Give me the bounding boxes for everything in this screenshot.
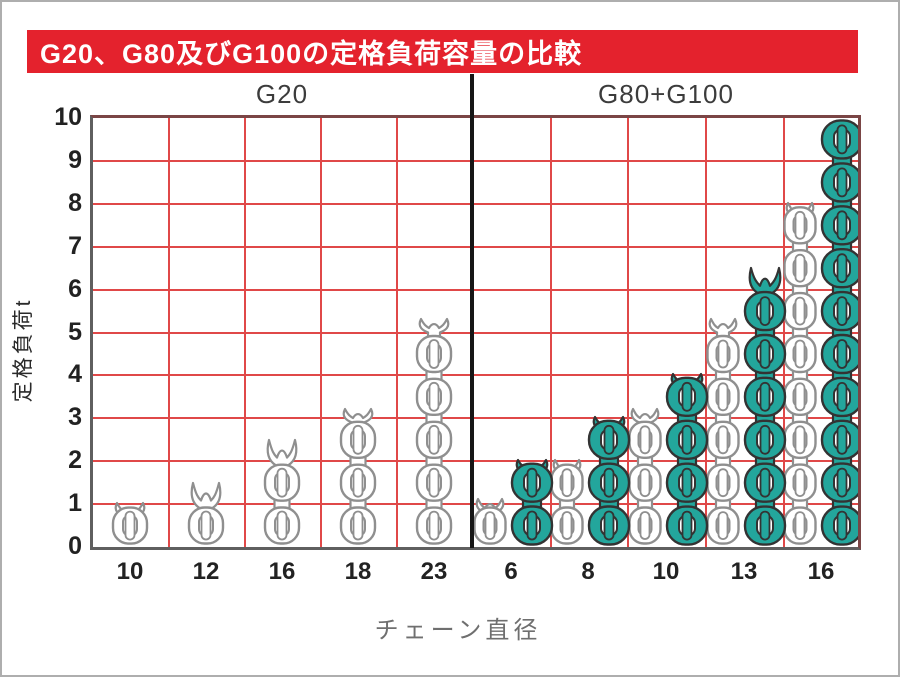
chain-bar-G80-10mm <box>624 404 666 547</box>
gridline-vertical <box>168 118 170 547</box>
x-tick-label-G20-10: 10 <box>116 558 144 585</box>
gridline-horizontal <box>93 246 858 248</box>
chain-bar-G100-10mm <box>663 369 711 547</box>
gridline-horizontal <box>93 374 858 376</box>
x-axis-title: チェーン直径 <box>374 617 542 644</box>
y-tick-label-0: 0 <box>68 532 82 560</box>
gridline-vertical <box>550 118 552 547</box>
chain-bar-G20-16mm <box>259 434 305 547</box>
chain-bar-G100-13mm <box>741 262 789 547</box>
y-tick-label-3: 3 <box>68 403 82 431</box>
x-tick-label-G20-12: 12 <box>192 558 220 585</box>
gridline-vertical <box>783 118 785 547</box>
gridline-vertical <box>396 118 398 547</box>
gridline-horizontal <box>93 417 858 419</box>
gridline-horizontal <box>93 460 858 462</box>
gridline-horizontal <box>93 289 858 291</box>
y-tick-label-7: 7 <box>68 232 82 260</box>
y-tick-label-10: 10 <box>54 103 82 131</box>
chain-bar-G100-16mm <box>818 118 858 547</box>
x-tick-label-G20-18: 18 <box>344 558 372 585</box>
y-axis-title: 定格負荷t <box>12 297 35 403</box>
gridline-vertical <box>244 118 246 547</box>
chain-bar-G100-8mm <box>585 412 633 547</box>
gridline-horizontal <box>93 332 858 334</box>
x-tick-label-G80+G100-8: 8 <box>581 558 595 585</box>
title-banner: G20、G80及びG100の定格負荷容量の比較 <box>27 30 858 73</box>
x-tick-label-G80+G100-13: 13 <box>730 558 758 585</box>
y-tick-label-1: 1 <box>68 489 82 517</box>
section-label-g80-g100: G80+G100 <box>598 79 734 109</box>
section-label-g20: G20 <box>255 79 309 109</box>
chain-bar-G80-13mm <box>702 314 744 547</box>
chain-bar-G80-16mm <box>779 198 821 547</box>
y-tick-label-5: 5 <box>68 318 82 346</box>
chain-bar-G100-6mm <box>508 455 556 547</box>
section-divider-line <box>470 74 474 548</box>
chain-bar-G20-23mm <box>411 314 457 547</box>
y-tick-label-2: 2 <box>68 446 82 474</box>
x-tick-label-G20-16: 16 <box>268 558 296 585</box>
plot-area <box>90 115 861 550</box>
chart-title: G20、G80及びG100の定格負荷容量の比較 <box>40 39 583 69</box>
chain-bar-G20-12mm <box>183 477 229 547</box>
y-tick-label-8: 8 <box>68 189 82 217</box>
x-tick-label-G80+G100-6: 6 <box>504 558 518 585</box>
chain-bar-G80-8mm <box>546 455 588 547</box>
gridline-vertical <box>627 118 629 547</box>
gridline-horizontal <box>93 160 858 162</box>
gridline-vertical <box>705 118 707 547</box>
x-tick-label-G80+G100-16: 16 <box>807 558 835 585</box>
y-tick-label-4: 4 <box>68 360 82 388</box>
gridline-horizontal <box>93 503 858 505</box>
chain-bar-G20-18mm <box>335 404 381 547</box>
x-tick-label-G80+G100-10: 10 <box>652 558 680 585</box>
gridline-vertical <box>320 118 322 547</box>
y-tick-label-9: 9 <box>68 146 82 174</box>
chain-bar-G80-6mm <box>469 494 511 547</box>
x-tick-label-G20-23: 23 <box>420 558 448 585</box>
chain-bar-G20-10mm <box>107 498 153 547</box>
gridline-horizontal <box>93 203 858 205</box>
y-tick-label-6: 6 <box>68 275 82 303</box>
